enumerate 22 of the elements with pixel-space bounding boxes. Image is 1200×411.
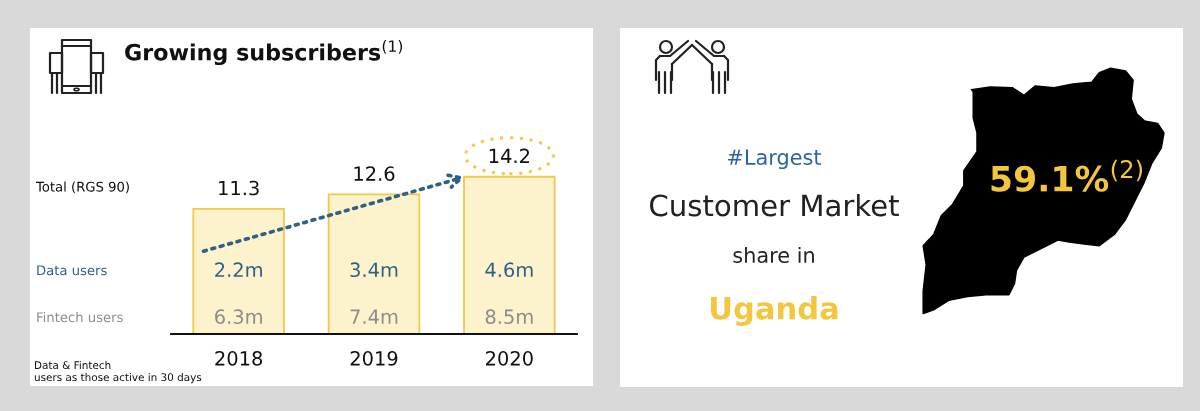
annotation: 6.3m [215,309,262,324]
text: 59.1%$^{(2)}$ [991,159,1143,192]
data-label: 14.2 [489,148,530,163]
annotation: 4.6m [485,262,533,278]
text: #Largest [728,149,822,170]
annotation: 8.5m [485,309,533,324]
data-label: 11.3 [219,180,259,196]
text: share in [733,246,814,264]
data-label: 12.6 [354,166,395,181]
annotation: 7.4m [350,309,398,324]
annotation: 2.2m [215,262,262,277]
text: Data users [37,265,107,276]
text: Data & Fintech users as those active in 30 days [34,361,202,384]
text: Customer Market [650,193,899,217]
text: Total (RGS 90) [35,181,129,194]
x-tick-label: 2019 [350,351,398,366]
x-tick-label: 2018 [215,351,263,366]
text: Uganda [711,296,838,326]
x-tick-label: 2020 [486,351,533,366]
annotation: 3.4m [350,262,398,278]
text: Fintech users [37,311,123,323]
chart-title: Growing subscribers$^{(1)}$ [125,40,403,66]
